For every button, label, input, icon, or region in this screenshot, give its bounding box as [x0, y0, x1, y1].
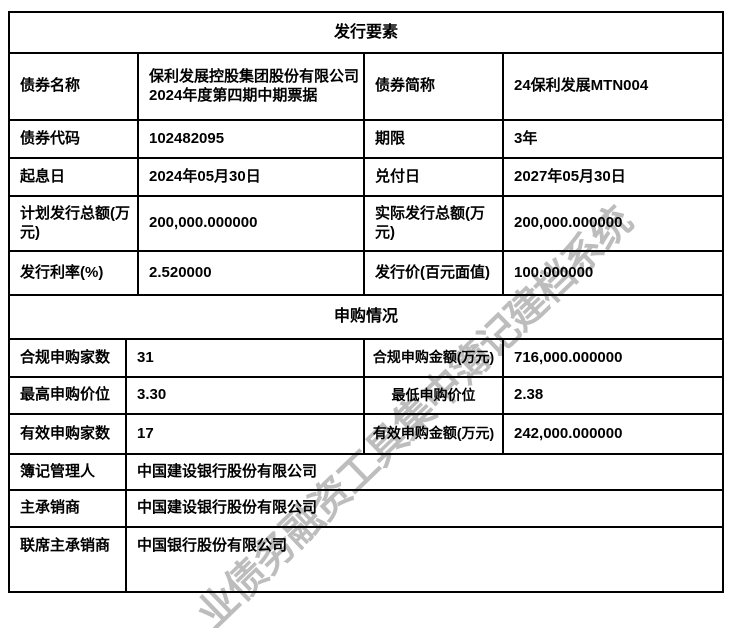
table-row: 有效申购家数 17 有效申购金额(万元) 242,000.000000 — [8, 413, 725, 455]
table-row: 发行要素 — [7, 11, 725, 54]
highest-bid-value: 3.30 — [125, 376, 365, 415]
value-date-label: 起息日 — [8, 157, 139, 197]
compliant-bids-amount-value: 716,000.000000 — [501, 338, 725, 378]
coupon-rate-value: 2.520000 — [137, 250, 365, 296]
bond-name-value: 保利发展控股集团股份有限公司2024年度第四期中期票据 — [137, 52, 365, 121]
tables-container: 发行要素 债券名称 保利发展控股集团股份有限公司2024年度第四期中期票据 债券… — [7, 11, 725, 593]
compliant-bids-count-label: 合规申购家数 — [8, 338, 127, 378]
lowest-bid-label: 最低申购价位 — [363, 376, 504, 415]
subscription-table: 申购情况 合规申购家数 31 合规申购金额(万元) 716,000.000000… — [7, 294, 725, 593]
bond-code-value: 102482095 — [137, 119, 365, 159]
planned-amount-label: 计划发行总额(万元) — [8, 195, 139, 252]
value-date-value: 2024年05月30日 — [137, 157, 365, 197]
maturity-date-value: 2027年05月30日 — [501, 157, 725, 197]
valid-bids-count-value: 17 — [125, 413, 365, 455]
valid-bids-amount-value: 242,000.000000 — [501, 413, 725, 455]
lowest-bid-value: 2.38 — [501, 376, 725, 415]
bond-code-label: 债券代码 — [8, 119, 139, 159]
joint-lead-underwriter-label: 联席主承销商 — [8, 526, 127, 593]
table-row: 债券名称 保利发展控股集团股份有限公司2024年度第四期中期票据 债券简称 24… — [8, 52, 725, 121]
bond-abbr-value: 24保利发展MTN004 — [501, 52, 725, 121]
issuance-table: 发行要素 债券名称 保利发展控股集团股份有限公司2024年度第四期中期票据 债券… — [7, 11, 725, 296]
table-row: 主承销商 中国建设银行股份有限公司 — [8, 489, 725, 528]
joint-lead-underwriter-value: 中国银行股份有限公司 — [124, 526, 725, 593]
term-value: 3年 — [501, 119, 725, 159]
valid-bids-amount-label: 有效申购金额(万元) — [363, 413, 504, 455]
compliant-bids-amount-label: 合规申购金额(万元) — [363, 338, 504, 378]
lead-underwriter-value: 中国建设银行股份有限公司 — [124, 489, 725, 528]
bond-name-label: 债券名称 — [8, 52, 139, 121]
actual-amount-value: 200,000.000000 — [501, 195, 725, 252]
highest-bid-label: 最高申购价位 — [8, 376, 127, 415]
subscription-section-title: 申购情况 — [7, 294, 725, 340]
table-row: 计划发行总额(万元) 200,000.000000 实际发行总额(万元) 200… — [8, 195, 725, 252]
bond-abbr-label: 债券简称 — [363, 52, 504, 121]
planned-amount-value: 200,000.000000 — [137, 195, 365, 252]
bookrunner-value: 中国建设银行股份有限公司 — [124, 453, 725, 491]
compliant-bids-count-value: 31 — [125, 338, 365, 378]
table-row: 债券代码 102482095 期限 3年 — [8, 119, 725, 159]
actual-amount-label: 实际发行总额(万元) — [363, 195, 504, 252]
table-row: 申购情况 — [7, 294, 725, 340]
issue-price-value: 100.000000 — [501, 250, 725, 296]
issuance-section-title: 发行要素 — [7, 11, 725, 54]
coupon-rate-label: 发行利率(%) — [8, 250, 139, 296]
table-row: 簿记管理人 中国建设银行股份有限公司 — [8, 453, 725, 491]
table-row: 联席主承销商 中国银行股份有限公司 — [8, 526, 725, 593]
lead-underwriter-label: 主承销商 — [8, 489, 127, 528]
issue-price-label: 发行价(百元面值) — [363, 250, 504, 296]
table-row: 最高申购价位 3.30 最低申购价位 2.38 — [8, 376, 725, 415]
valid-bids-count-label: 有效申购家数 — [8, 413, 127, 455]
table-row: 起息日 2024年05月30日 兑付日 2027年05月30日 — [8, 157, 725, 197]
term-label: 期限 — [363, 119, 504, 159]
bookrunner-label: 簿记管理人 — [8, 453, 127, 491]
table-row: 合规申购家数 31 合规申购金额(万元) 716,000.000000 — [8, 338, 725, 378]
maturity-date-label: 兑付日 — [363, 157, 504, 197]
table-row: 发行利率(%) 2.520000 发行价(百元面值) 100.000000 — [8, 250, 725, 296]
